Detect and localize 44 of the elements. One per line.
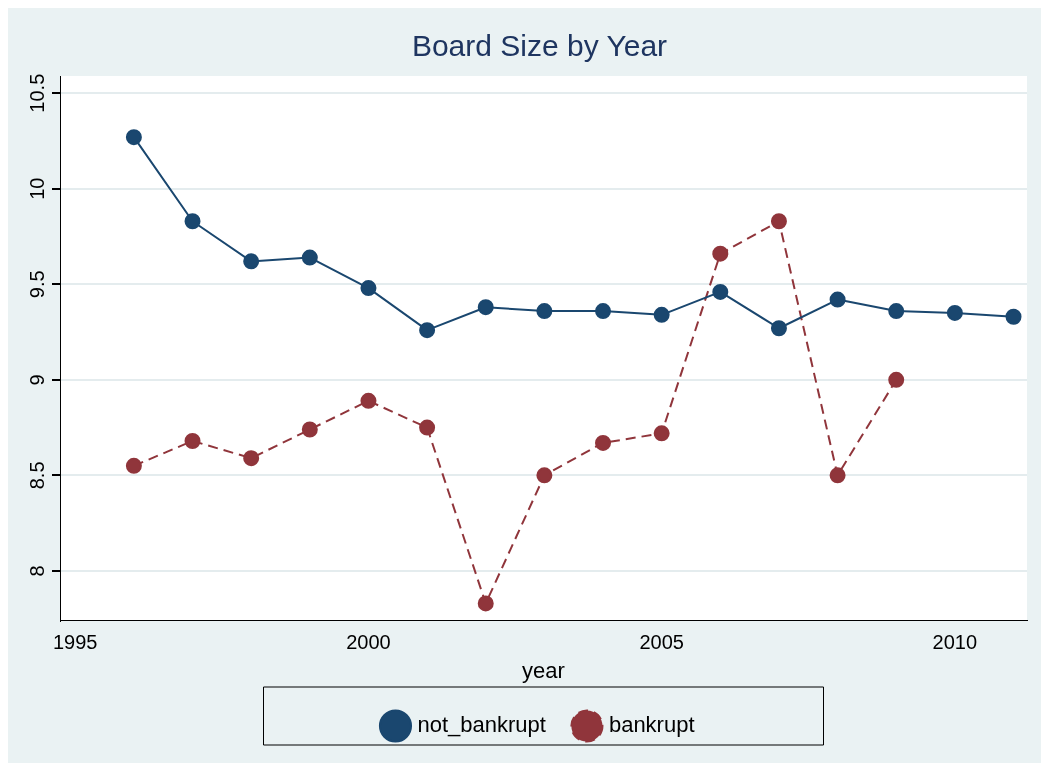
point xyxy=(536,303,553,320)
point xyxy=(477,299,494,316)
point xyxy=(243,450,260,467)
point xyxy=(888,303,905,320)
point xyxy=(477,595,494,612)
point xyxy=(360,280,377,297)
point xyxy=(888,371,905,388)
point xyxy=(184,432,201,449)
point xyxy=(770,320,787,337)
x-tick-label: 1995 xyxy=(53,631,98,654)
point xyxy=(595,303,612,320)
point xyxy=(595,434,612,451)
chart-title: Board Size by Year xyxy=(411,29,668,63)
point xyxy=(829,467,846,484)
point xyxy=(653,425,670,442)
x-tick-label: 2005 xyxy=(639,631,684,654)
point xyxy=(184,213,201,230)
point xyxy=(419,322,436,339)
y-tick-label: 10.5 xyxy=(25,73,48,113)
point xyxy=(712,245,729,262)
point xyxy=(301,249,318,266)
point xyxy=(125,129,142,146)
x-axis-title: year xyxy=(522,657,565,683)
point xyxy=(653,306,670,323)
x-tick-label: 2010 xyxy=(932,631,978,654)
point xyxy=(1005,308,1022,325)
y-tick-label: 9 xyxy=(25,374,48,386)
legend-label: bankrupt xyxy=(608,712,695,738)
y-tick-label: 8.5 xyxy=(25,461,48,490)
y-tick-label: 9.5 xyxy=(25,270,48,299)
point xyxy=(301,421,318,438)
y-tick-label: 8 xyxy=(25,565,48,577)
x-tick-label: 2000 xyxy=(346,631,391,654)
legend-label: not_bankrupt xyxy=(417,712,546,738)
point xyxy=(829,291,846,308)
point xyxy=(360,392,377,409)
y-tick-label: 10 xyxy=(25,177,48,200)
point xyxy=(712,283,729,300)
point xyxy=(770,213,787,230)
point xyxy=(125,457,142,474)
point xyxy=(243,253,260,270)
point xyxy=(946,304,963,321)
point xyxy=(419,419,436,436)
point xyxy=(536,467,553,484)
